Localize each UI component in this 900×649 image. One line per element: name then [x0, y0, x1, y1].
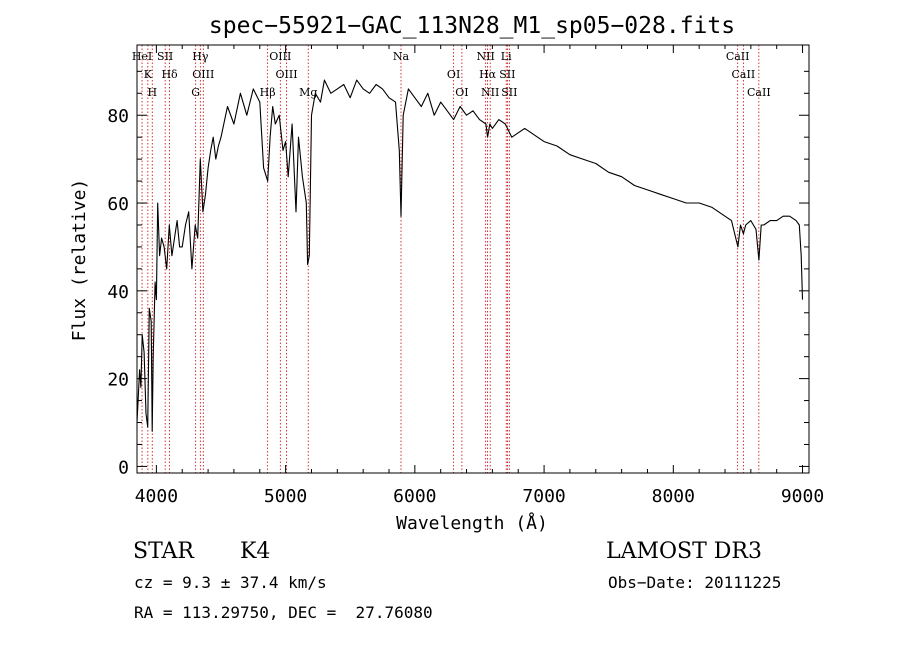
- survey-name: LAMOST DR3: [606, 539, 762, 564]
- reference-line-label: Li: [501, 50, 512, 63]
- reference-line-label: OIII: [275, 68, 297, 81]
- x-tick-label: 8000: [652, 486, 695, 507]
- plot-frame: [136, 44, 810, 474]
- reference-line-label: OI: [455, 86, 468, 99]
- reference-line-label: CaII: [732, 68, 756, 81]
- reference-line-label: OI: [447, 68, 460, 81]
- x-axis: 4000 5000 6000 7000 8000 9000: [135, 45, 824, 507]
- reference-line-label: NII: [477, 50, 495, 63]
- spectrum-chart: spec−55921−GAC_113N28_M1_sp05−028.fits H…: [69, 13, 824, 534]
- reference-line-label: OIII: [269, 50, 291, 63]
- y-tick-label: 40: [107, 282, 129, 303]
- reference-line-label: Mg: [299, 86, 317, 99]
- x-tick-label: 9000: [781, 486, 824, 507]
- line-labels: HeIKHSIIHδGHγOIIIHβOIIIOIIIMgNaOIOINIIHα…: [132, 50, 771, 99]
- object-subclass: K4: [240, 539, 271, 564]
- coordinates: RA = 113.29750, DEC = 27.76080: [134, 603, 433, 622]
- y-tick-label: 0: [118, 457, 129, 478]
- y-tick-label: 80: [107, 106, 129, 127]
- reference-line-label: CaII: [726, 50, 750, 63]
- reference-line-label: Hα: [479, 68, 497, 81]
- reference-line-label: Hδ: [161, 68, 178, 81]
- x-tick-label: 5000: [264, 486, 307, 507]
- reference-line-label: Hβ: [260, 86, 276, 99]
- reference-line-label: HeI: [132, 50, 152, 63]
- chart-title: spec−55921−GAC_113N28_M1_sp05−028.fits: [209, 13, 735, 39]
- y-tick-label: 20: [107, 370, 129, 391]
- reference-line-label: SII: [501, 86, 517, 99]
- reference-line-label: G: [191, 86, 200, 99]
- x-tick-label: 6000: [393, 486, 436, 507]
- reference-line-label: CaII: [747, 86, 771, 99]
- line-markers: [141, 45, 760, 473]
- reference-line-label: SII: [157, 50, 173, 63]
- reference-line-label: NII: [481, 86, 499, 99]
- reference-line-label: Na: [393, 50, 410, 63]
- reference-line-label: OIII: [192, 68, 214, 81]
- spectrum-line: [136, 79, 804, 432]
- reference-line-label: SII: [499, 68, 515, 81]
- reference-line-label: H: [147, 86, 157, 99]
- reference-line-label: Hγ: [192, 50, 209, 63]
- y-tick-label: 60: [107, 194, 129, 215]
- x-tick-label: 4000: [135, 486, 178, 507]
- observation-date: Obs−Date: 20111225: [608, 573, 782, 592]
- y-axis: 0 20 40 60 80: [107, 70, 809, 478]
- y-axis-label: Flux (relative): [69, 179, 90, 342]
- redshift-value: cz = 9.3 ± 37.4 km/s: [134, 573, 327, 592]
- reference-line-label: K: [144, 68, 153, 81]
- x-tick-label: 7000: [522, 486, 565, 507]
- x-axis-label: Wavelength (Å): [396, 512, 548, 534]
- object-class: STAR: [133, 539, 194, 564]
